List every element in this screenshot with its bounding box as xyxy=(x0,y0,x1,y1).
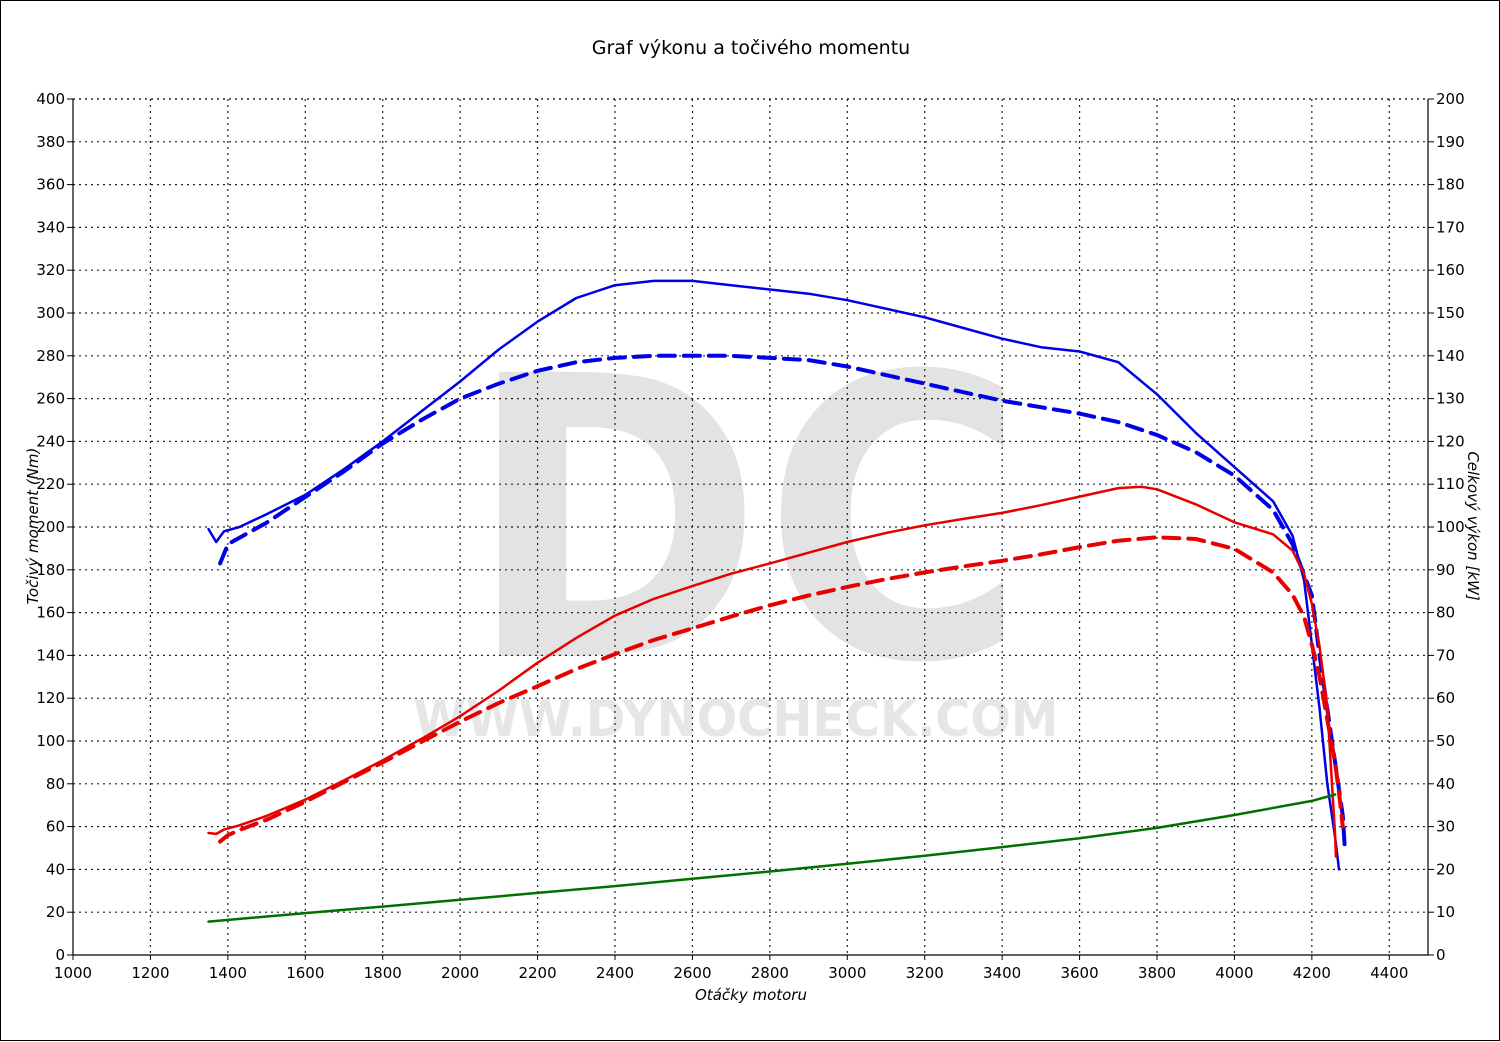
x-tick-label: 1200 xyxy=(131,964,169,982)
x-axis-label: Otáčky motoru xyxy=(695,986,807,1004)
y-left-tick-label: 300 xyxy=(36,304,65,322)
chart-title: Graf výkonu a točivého momentu xyxy=(592,37,910,59)
y-left-tick-label: 140 xyxy=(36,646,65,664)
y-left-tick-labels: 0 20 40 60 80 100 120 140 160 180 200 220 240 260 280 3… xyxy=(36,90,65,964)
x-tick-label: 4400 xyxy=(1370,964,1408,982)
y-right-tick-label: 70 xyxy=(1436,646,1455,664)
series-line-torque-stock xyxy=(218,353,1347,850)
y-right-tick-labels: 0 10 20 30 40 50 60 70 80 90 100 110 120 130 140 150 160… xyxy=(1436,90,1465,964)
watermark-letters: DC xyxy=(466,294,1026,748)
y-right-tick-label: 170 xyxy=(1436,218,1465,236)
y-right-axis-label: Celkový výkon [kW] xyxy=(1464,451,1482,601)
y-left-tick-label: 0 xyxy=(55,946,65,964)
axes xyxy=(67,98,1434,960)
series-layer xyxy=(207,279,1347,923)
x-tick-label: 2600 xyxy=(673,964,711,982)
x-tick-label: 4000 xyxy=(1215,964,1253,982)
series-line-torque-tuned xyxy=(207,279,1341,871)
y-left-tick-label: 200 xyxy=(36,518,65,536)
y-left-tick-label: 380 xyxy=(36,133,65,151)
y-right-tick-label: 40 xyxy=(1436,775,1455,793)
y-left-tick-label: 100 xyxy=(36,732,65,750)
y-right-tick-label: 150 xyxy=(1436,304,1465,322)
x-tick-label: 3400 xyxy=(983,964,1021,982)
x-tick-label: 1600 xyxy=(286,964,324,982)
y-right-tick-label: 140 xyxy=(1436,347,1465,365)
y-right-tick-label: 200 xyxy=(1436,90,1465,108)
watermark: DC WWW.DYNOCHECK.COM xyxy=(414,294,1059,748)
y-right-tick-label: 120 xyxy=(1436,432,1465,450)
y-right-tick-label: 60 xyxy=(1436,689,1455,707)
y-right-tick-label: 90 xyxy=(1436,561,1455,579)
y-left-tick-label: 180 xyxy=(36,561,65,579)
y-right-tick-label: 10 xyxy=(1436,903,1455,921)
x-tick-label: 2800 xyxy=(751,964,789,982)
y-left-tick-label: 320 xyxy=(36,261,65,279)
y-right-tick-label: 20 xyxy=(1436,860,1455,878)
y-right-tick-label: 130 xyxy=(1436,390,1465,408)
y-right-tick-label: 100 xyxy=(1436,518,1465,536)
x-tick-label: 3200 xyxy=(906,964,944,982)
x-tick-label: 4200 xyxy=(1293,964,1331,982)
x-tick-label: 3600 xyxy=(1060,964,1098,982)
x-tick-label: 3000 xyxy=(828,964,866,982)
y-left-tick-label: 40 xyxy=(46,860,65,878)
y-right-tick-label: 180 xyxy=(1436,176,1465,194)
y-left-tick-label: 240 xyxy=(36,432,65,450)
x-tick-label: 2200 xyxy=(518,964,556,982)
x-tick-label: 3800 xyxy=(1138,964,1176,982)
grid-lines xyxy=(73,98,1428,955)
y-left-tick-label: 340 xyxy=(36,218,65,236)
y-left-tick-label: 220 xyxy=(36,475,65,493)
y-left-axis-label: Točivý moment (Nm) xyxy=(24,448,42,605)
y-left-tick-label: 80 xyxy=(46,775,65,793)
x-tick-labels: 1000 1200 1400 1600 1800 2000 2200 2400 2600 2800… xyxy=(54,964,1408,982)
x-tick-label: 2000 xyxy=(441,964,479,982)
series-line-power-stock xyxy=(218,535,1345,844)
y-right-tick-label: 50 xyxy=(1436,732,1455,750)
y-right-tick-label: 160 xyxy=(1436,261,1465,279)
x-tick-label: 1800 xyxy=(364,964,402,982)
y-left-tick-label: 360 xyxy=(36,176,65,194)
y-right-tick-label: 190 xyxy=(1436,133,1465,151)
y-left-tick-label: 400 xyxy=(36,90,65,108)
y-right-tick-label: 0 xyxy=(1436,946,1446,964)
y-left-tick-label: 20 xyxy=(46,903,65,921)
x-tick-label: 1000 xyxy=(54,964,92,982)
y-left-tick-label: 120 xyxy=(36,689,65,707)
y-right-tick-label: 110 xyxy=(1436,475,1465,493)
x-tick-label: 1400 xyxy=(209,964,247,982)
y-left-tick-label: 260 xyxy=(36,390,65,408)
y-right-tick-label: 80 xyxy=(1436,604,1455,622)
y-right-tick-label: 30 xyxy=(1436,818,1455,836)
series-line-power-loss xyxy=(207,793,1337,923)
x-tick-label: 2400 xyxy=(596,964,634,982)
y-left-tick-label: 60 xyxy=(46,818,65,836)
y-left-tick-label: 280 xyxy=(36,347,65,365)
watermark-url: WWW.DYNOCHECK.COM xyxy=(414,690,1059,748)
y-left-tick-label: 160 xyxy=(36,604,65,622)
